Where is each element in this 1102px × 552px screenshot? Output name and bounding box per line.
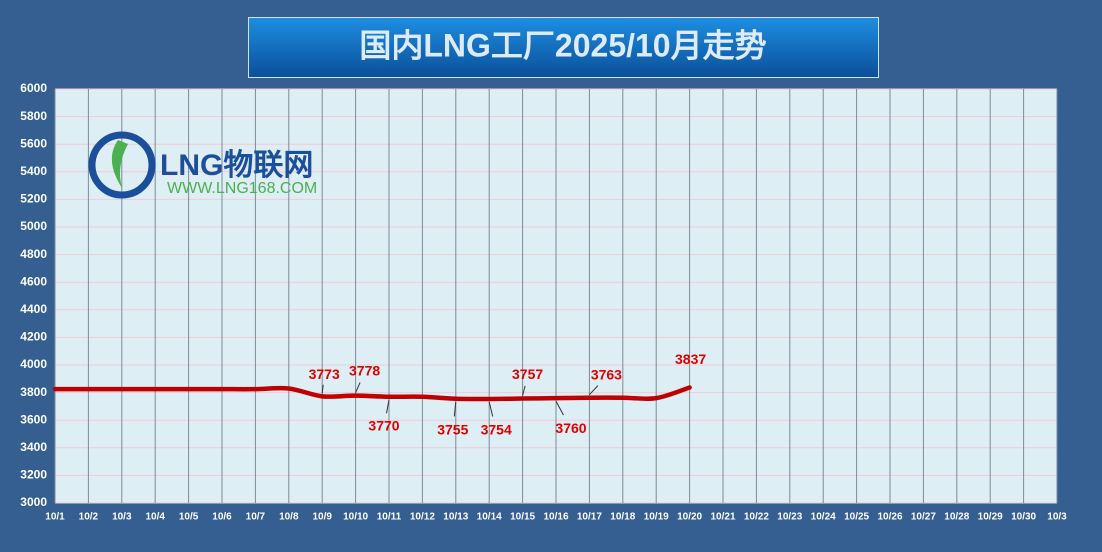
data-label: 3755 [437, 422, 468, 438]
y-tick-label: 3000 [20, 495, 47, 509]
x-tick-label: 10/2 [79, 512, 99, 523]
line [52, 385, 692, 402]
y-tick-label: 4800 [20, 247, 47, 261]
logo-leaf [111, 140, 128, 188]
x-tick-label: 10/22 [744, 512, 769, 523]
x-tick-label: 10/8 [279, 512, 299, 523]
leader-line [555, 400, 564, 416]
leader-line [589, 385, 599, 396]
data-label: 3763 [591, 366, 622, 382]
x-tick-label: 10/14 [477, 512, 502, 523]
y-tick-label: 5200 [20, 192, 47, 206]
leader-line [453, 401, 457, 417]
x-tick-label: 10/29 [978, 512, 1003, 523]
data-label: 3770 [368, 417, 399, 433]
y-tick-label: 3800 [20, 385, 47, 399]
x-tick-label: 10/30 [1011, 512, 1036, 523]
x-tick-label: 10/7 [246, 512, 266, 523]
logo: LNG物联网 WWW.LNG168.COM [88, 131, 317, 199]
data-label: 3778 [349, 362, 380, 378]
x-tick-label: 10/17 [577, 512, 602, 523]
x-tick-label: 10/4 [145, 512, 165, 523]
y-tick-label: 4400 [20, 302, 47, 316]
leader-line [488, 401, 494, 417]
x-tick-label: 10/21 [710, 512, 735, 523]
y-tick-label: 3200 [20, 468, 47, 482]
y-tick-label: 5000 [20, 219, 47, 233]
leader-line [355, 382, 361, 393]
x-tick-label: 10/11 [377, 512, 402, 523]
x-tick-label: 10/9 [312, 512, 332, 523]
x-tick-label: 10/20 [677, 512, 702, 523]
x-tick-label: 10/5 [179, 512, 199, 523]
x-tick-label: 10/19 [644, 512, 669, 523]
logo-text: LNG物联网 [160, 149, 313, 182]
data-label: 3754 [481, 422, 512, 438]
y-tick-label: 4600 [20, 274, 47, 288]
y-tick-label: 4200 [20, 330, 47, 344]
y-tick-label: 5800 [20, 109, 47, 123]
x-tick-label: 10/15 [510, 512, 535, 523]
x-tick-label: 10/6 [212, 512, 232, 523]
x-tick-label: 10/12 [410, 512, 435, 523]
leader-line [522, 385, 526, 396]
x-tick-label: 10/26 [877, 512, 902, 523]
logo-url: WWW.LNG168.COM [167, 180, 317, 197]
x-tick-label: 10/16 [543, 512, 568, 523]
y-tick-label: 5400 [20, 164, 47, 178]
data-label: 3773 [309, 366, 340, 382]
x-tick-label: 10/3 [112, 512, 132, 523]
y-tick-label: 5600 [20, 136, 47, 150]
x-tick-label: 10/23 [777, 512, 802, 523]
title-box [248, 17, 879, 78]
y-tick-label: 4000 [20, 357, 47, 371]
data-label: 3760 [555, 420, 586, 436]
logo-ring [88, 131, 156, 199]
x-tick-label: 10/25 [844, 512, 869, 523]
x-tick-label: 10/18 [610, 512, 635, 523]
x-tick-label: 10/24 [811, 512, 836, 523]
y-tick-label: 3600 [20, 412, 47, 426]
x-tick-label: 10/3 [1047, 512, 1067, 523]
x-tick-label: 10/27 [911, 512, 936, 523]
leader-line [321, 384, 324, 394]
y-tick-label: 6000 [20, 81, 47, 95]
chart-title: 国内LNG工厂2025/10月走势 [359, 27, 766, 63]
x-tick-label: 10/10 [343, 512, 368, 523]
x-tick-label: 10/28 [944, 512, 969, 523]
leader-line [386, 399, 390, 414]
x-tick-label: 10/13 [443, 512, 468, 523]
data-label: 3757 [512, 366, 543, 382]
x-tick-label: 10/1 [45, 512, 65, 523]
y-tick-label: 3400 [20, 440, 47, 454]
data-label: 3837 [675, 351, 706, 367]
